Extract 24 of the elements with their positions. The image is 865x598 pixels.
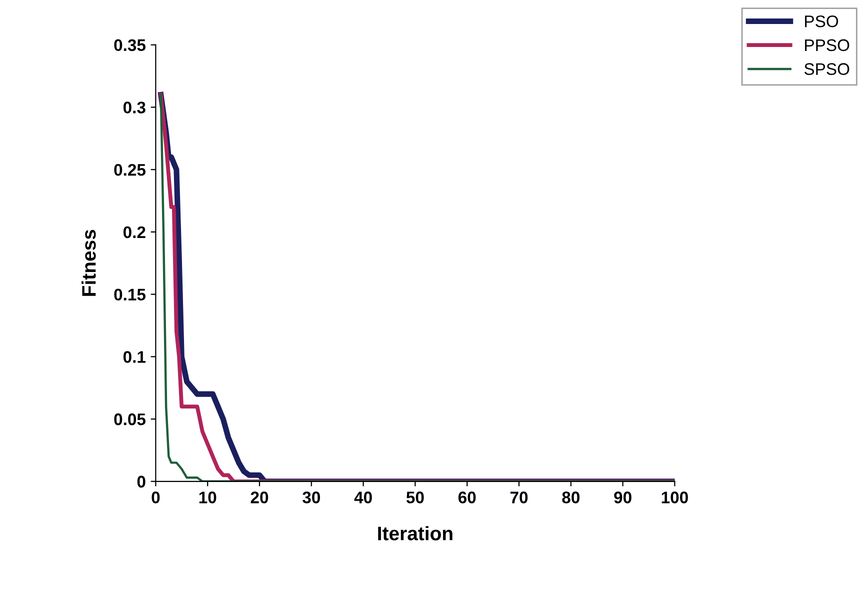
legend-label: SPSO [804, 63, 850, 75]
x-tick-label: 40 [354, 492, 372, 504]
y-tick-label: 0.1 [123, 351, 146, 363]
y-tick-label: 0.35 [114, 39, 146, 52]
x-tick-label: 60 [458, 492, 476, 504]
y-tick-label: 0.05 [114, 413, 146, 426]
y-tick-label: 0.3 [123, 102, 146, 114]
x-tick-label: 70 [510, 492, 528, 504]
x-tick-label: 80 [562, 492, 580, 504]
y-tick-label: 0.2 [123, 226, 146, 238]
y-axis-title: Fitness [82, 230, 96, 296]
x-tick-label: 0 [152, 492, 160, 504]
x-tick-label: 50 [406, 492, 424, 504]
x-tick-label: 30 [302, 492, 320, 504]
x-tick-label: 90 [614, 492, 632, 504]
x-tick-label: 100 [662, 492, 688, 504]
y-tick-label: 0 [137, 476, 146, 488]
y-tick-label: 0.15 [114, 288, 146, 301]
x-axis-title: Iteration [378, 526, 452, 540]
y-tick-label: 0.25 [114, 164, 146, 176]
x-tick-label: 10 [199, 492, 216, 504]
legend-label: PSO [805, 15, 838, 28]
legend-label: PPSO [805, 39, 850, 52]
x-tick-label: 20 [250, 492, 268, 504]
